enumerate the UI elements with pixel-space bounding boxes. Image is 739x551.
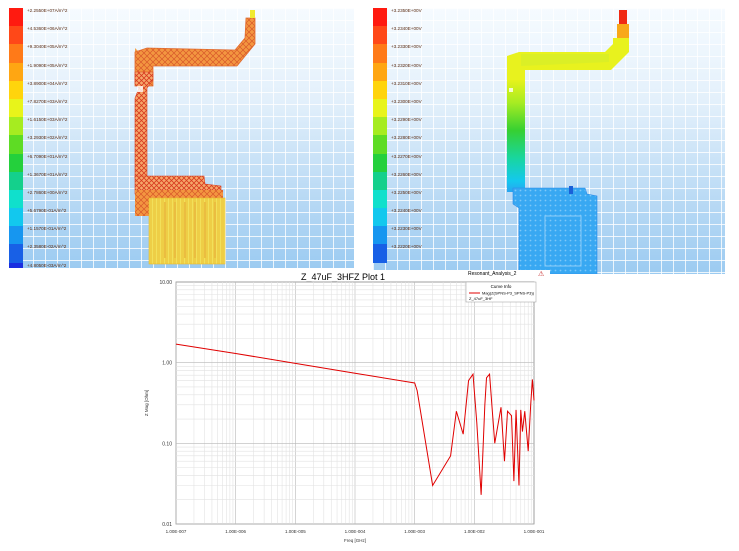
legend-label: +3.2350E+00V <box>391 8 422 13</box>
x-tick-label: 1.00E-001 <box>524 529 545 534</box>
legend-label: +3.2290E+00V <box>391 117 422 123</box>
x-tick-label: 1.00E-007 <box>166 529 187 534</box>
legend-swatch <box>9 98 23 118</box>
legend-label: +4.8050E-03A/m^2 <box>27 262 67 268</box>
plot-subtitle: Resonant_Analysis_2 <box>468 271 517 277</box>
legend-label: +1.1570E-01A/m^2 <box>27 226 67 232</box>
x-tick-label: 1.00E-002 <box>464 529 485 534</box>
warning-icon[interactable]: ⚠ <box>538 271 545 278</box>
legend-label: +2.7860E+00A/m^2 <box>27 189 68 195</box>
legend-label: +1.6150E+03A/m^2 <box>27 117 68 123</box>
legend-swatch <box>373 171 387 190</box>
legend-swatch <box>9 62 23 81</box>
y-axis-label: Z Mag [Ohm] <box>144 390 149 416</box>
legend-swatch <box>373 189 387 209</box>
x-tick-label: 1.00E-006 <box>225 529 246 534</box>
legend-swatch <box>9 262 23 268</box>
legend-label: +9.3040E+05A/m^2 <box>27 44 68 50</box>
legend-swatch <box>9 80 23 99</box>
legend-label: +3.2320E+00V <box>391 62 422 68</box>
x-tick-label: 1.00E-005 <box>285 529 306 534</box>
legend-label: +3.2930E+02A/m^2 <box>27 135 68 141</box>
voltage-view[interactable]: +3.2350E+00V +3.2340E+00V +3.2330E+00V +3.2… <box>373 8 725 274</box>
legend-label: +7.8270E+03A/m^2 <box>27 98 68 104</box>
legend-label: +6.7090E+01A/m^2 <box>27 153 68 159</box>
y-tick-label: 0.01 <box>162 522 172 528</box>
impedance-chart[interactable]: 1.00E-007 1.00E-006 1.00E-005 1.00E-004 1.00… <box>136 270 550 551</box>
legend-swatch <box>9 244 23 263</box>
legend-label: +3.2250E+00V <box>391 189 422 195</box>
legend-swatch <box>373 98 387 118</box>
legend-swatch <box>373 135 387 154</box>
legend-entry-2: Z_47uF_3HF <box>469 296 493 301</box>
legend-label: +3.2310E+00V <box>391 80 422 86</box>
legend-label: +3.2300E+00V <box>391 98 422 104</box>
legend-label: +1.9090E+05A/m^2 <box>27 62 68 68</box>
legend-entry: Mag(Z(SPNS-P3_SPNS-P3)) <box>482 291 535 296</box>
x-tick-label: 1.00E-003 <box>404 529 425 534</box>
legend-swatch <box>373 117 387 136</box>
legend-swatch <box>9 171 23 190</box>
legend-header: Curve Info <box>491 284 512 289</box>
legend-swatch <box>373 208 387 227</box>
legend-swatch <box>9 135 23 154</box>
y-tick-label: 10.00 <box>159 280 172 286</box>
legend-swatch <box>9 226 23 245</box>
plot-title: Z_47uF_3HFZ Plot 1 <box>300 272 386 282</box>
legend-swatch <box>9 26 23 45</box>
y-tick-label: 0.10 <box>162 441 172 447</box>
legend-swatch <box>373 153 387 172</box>
impedance-plot-window[interactable]: Z_47uF_3HFZ Plot 1 Resonant_Analysis_2 ⚠… <box>136 270 550 551</box>
legend-label: +2.3580E-02A/m^2 <box>27 244 67 250</box>
legend-label: +1.3670E+01A/m^2 <box>27 171 68 177</box>
legend-label: +3.2280E+00V <box>391 135 422 141</box>
legend-label: +3.2270E+00V <box>391 153 422 159</box>
legend-label: +5.6790E-01A/m^2 <box>27 208 67 214</box>
legend-swatch <box>373 62 387 81</box>
impedance-curve[interactable] <box>175 343 535 495</box>
legend-swatch <box>373 26 387 45</box>
legend-swatch <box>9 117 23 136</box>
legend-label: +3.2260E+00V <box>391 171 422 177</box>
pcb-current-density-model <box>134 10 256 265</box>
legend-label: +3.2330E+00V <box>391 44 422 50</box>
current-density-view[interactable]: +2.2550E+07A/m^2 +4.5360E+06A/m^2 +9.3040E… <box>9 8 354 268</box>
legend-swatch <box>373 44 387 63</box>
legend-label: +3.8900E+04A/m^2 <box>27 80 68 86</box>
legend-swatch <box>9 153 23 172</box>
legend-swatch <box>373 8 387 27</box>
y-tick-label: 1.00 <box>162 361 172 367</box>
legend-label: +3.2220E+00V <box>391 244 422 250</box>
legend-swatch <box>9 44 23 63</box>
legend-swatch <box>373 80 387 99</box>
legend-label: +2.2550E+07A/m^2 <box>27 8 68 13</box>
legend-label: +3.2230E+00V <box>391 226 422 232</box>
legend-swatch <box>373 226 387 245</box>
legend-label: +3.2240E+00V <box>391 208 422 214</box>
x-axis-label: Freq [GHz] <box>344 538 366 543</box>
legend-box[interactable] <box>465 281 537 303</box>
legend-swatch <box>373 244 387 263</box>
legend-swatch <box>9 208 23 227</box>
legend-swatch <box>9 8 23 27</box>
legend-label: +4.5360E+06A/m^2 <box>27 26 68 32</box>
pcb-voltage-model <box>507 10 629 274</box>
x-tick-label: 1.00E-004 <box>345 529 366 534</box>
legend-swatch <box>9 189 23 209</box>
legend-label: +3.2340E+00V <box>391 26 422 32</box>
